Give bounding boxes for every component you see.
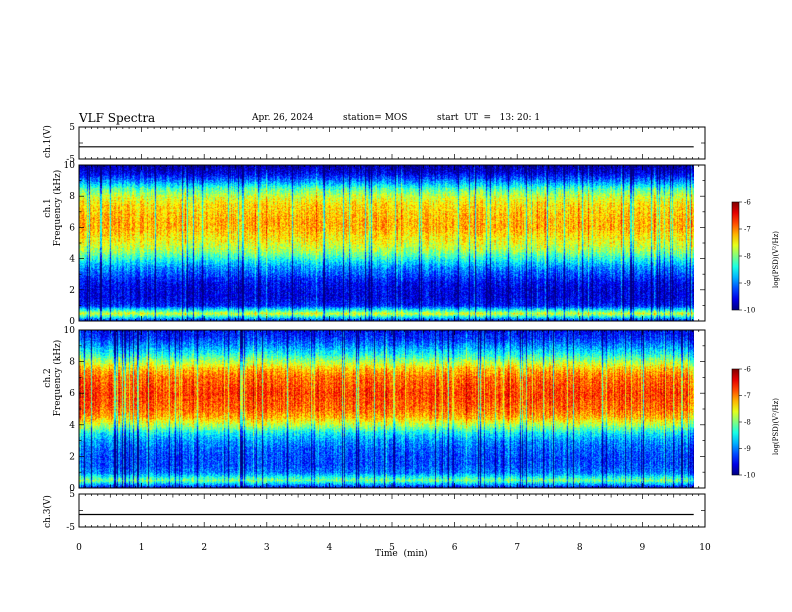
- start-time-label: start UT = 13: 20: 1: [437, 113, 541, 123]
- y-tick-label: 2: [69, 452, 75, 462]
- figure-title: VLF Spectra: [79, 111, 156, 125]
- colorbar-tick-label: -10: [744, 472, 755, 480]
- x-tick-label: 7: [514, 543, 520, 553]
- ch3-voltage-axis-label: ch.3(V): [43, 495, 53, 528]
- colorbar2-label: log(PSD)(V²/Hz): [772, 398, 780, 455]
- y-tick-label: 2: [69, 286, 75, 296]
- x-tick-label: 1: [139, 543, 145, 553]
- colorbar: [731, 368, 740, 476]
- y-tick-label: 0: [69, 484, 75, 494]
- y-tick-label: 5: [69, 123, 75, 133]
- y-tick-label: 4: [69, 421, 75, 431]
- x-tick-label: 0: [76, 543, 82, 553]
- y-tick-label: -5: [66, 523, 75, 533]
- x-tick-label: 2: [201, 543, 207, 553]
- x-tick-label: 8: [577, 543, 583, 553]
- colorbar-tick-label: -7: [744, 392, 751, 400]
- x-tick-label: 9: [640, 543, 646, 553]
- colorbar-tick-label: -10: [744, 307, 755, 315]
- ch1-spectrogram: [79, 165, 694, 321]
- x-tick-label: 10: [699, 543, 711, 553]
- colorbar-tick-label: -8: [744, 253, 751, 261]
- y-tick-label: 0: [69, 317, 75, 327]
- x-tick-label: 6: [452, 543, 458, 553]
- y-tick-label: 6: [69, 389, 75, 399]
- x-tick-label: 5: [389, 543, 395, 553]
- colorbar-tick-label: -6: [744, 366, 751, 374]
- colorbar-tick-label: -8: [744, 419, 751, 427]
- colorbar1-label: log(PSD)(V²/Hz): [772, 231, 780, 288]
- colorbar: [731, 201, 740, 311]
- colorbar-tick-label: -9: [744, 280, 751, 288]
- colorbar-tick-label: -9: [744, 445, 751, 453]
- x-tick-label: 3: [264, 543, 270, 553]
- ch1-frequency-axis-text: ch.1 Frequency (kHz): [43, 169, 63, 247]
- y-tick-label: 5: [69, 490, 75, 500]
- y-tick-label: 8: [69, 192, 75, 202]
- station-label: station= MOS: [343, 113, 408, 123]
- ch2-frequency-axis-text: ch.2 Frequency (kHz): [43, 339, 63, 417]
- colorbar-tick-label: -7: [744, 226, 751, 234]
- y-tick-label: 10: [64, 326, 76, 336]
- y-tick-label: 4: [69, 255, 75, 265]
- ch2-spectrogram: [79, 330, 694, 488]
- y-tick-label: 8: [69, 358, 75, 368]
- x-axis-label: Time (min): [375, 549, 428, 559]
- date-label: Apr. 26, 2024: [252, 113, 314, 123]
- y-tick-label: 6: [69, 223, 75, 233]
- y-tick-label: 10: [64, 161, 76, 171]
- y-tick-label: -5: [66, 155, 75, 165]
- ch1-frequency-axis-label: ch.1 Frequency (kHz): [43, 148, 63, 268]
- x-tick-label: 4: [327, 543, 333, 553]
- colorbar-tick-label: -6: [744, 199, 751, 207]
- ch2-frequency-axis-label: ch.2 Frequency (kHz): [43, 318, 63, 438]
